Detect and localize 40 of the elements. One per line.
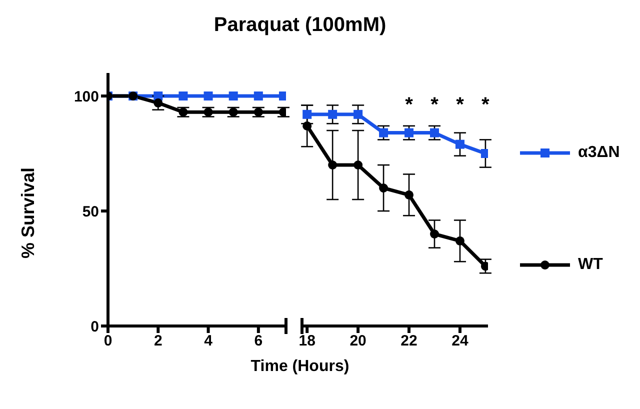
point [430, 230, 439, 238]
legend-label: α3ΔN [578, 144, 620, 162]
point [328, 160, 338, 170]
annotation: * [456, 94, 464, 116]
point [354, 160, 363, 170]
x-tick-label: 18 [298, 332, 316, 350]
y-axis-title: % Survival [18, 166, 39, 261]
point [379, 184, 388, 192]
y-tick-label: 0 [90, 318, 99, 336]
point [455, 140, 464, 149]
point [455, 236, 464, 246]
point [228, 92, 238, 100]
point [302, 110, 312, 119]
point [430, 128, 439, 138]
point [254, 108, 263, 117]
annotation: * [482, 94, 490, 116]
x-tick-label: 6 [254, 332, 263, 350]
x-axis-title: Time (Hours) [250, 358, 350, 376]
point [354, 110, 363, 119]
x-tick-label: 24 [452, 332, 469, 350]
point [178, 92, 188, 100]
point [328, 110, 338, 119]
point [404, 190, 414, 200]
y-tick-label: 100 [74, 88, 99, 106]
point [379, 128, 388, 138]
x-tick-label: 2 [154, 332, 162, 350]
annotation: * [430, 94, 439, 116]
point [404, 128, 414, 138]
x-tick-label: 4 [204, 332, 214, 350]
point [302, 121, 312, 130]
point [154, 98, 163, 108]
x-tick-label: 22 [400, 332, 418, 350]
point [204, 92, 213, 100]
point [254, 92, 263, 100]
y-tick-label: 50 [82, 203, 99, 220]
legend-label: WT [578, 256, 603, 274]
annotation: * [405, 94, 414, 116]
chart-title: Paraquat (100mM) [212, 14, 388, 37]
x-tick-label: 20 [350, 332, 366, 350]
x-tick-label: 0 [104, 332, 112, 350]
